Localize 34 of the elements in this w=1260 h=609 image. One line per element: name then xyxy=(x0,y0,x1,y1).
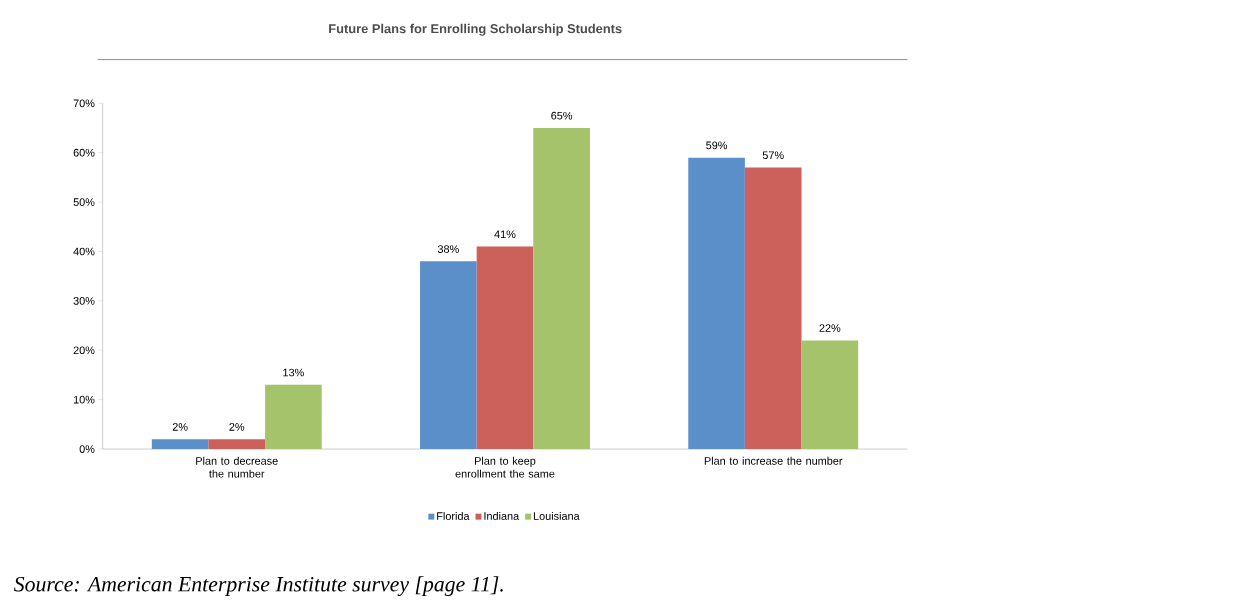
data-label: 2% xyxy=(172,423,188,431)
bar xyxy=(744,167,802,450)
bar xyxy=(420,261,477,450)
data-label: 2% xyxy=(229,423,245,431)
data-label: 65% xyxy=(551,111,573,120)
bar xyxy=(533,128,590,450)
bar xyxy=(801,340,859,450)
bar xyxy=(265,384,322,450)
data-label: 41% xyxy=(494,230,516,239)
data-label: 38% xyxy=(437,245,459,253)
bar xyxy=(151,439,209,450)
y-tick-label: 0% xyxy=(79,445,95,453)
y-tick-label: 30% xyxy=(73,297,95,305)
x-tick-label: Plan to increase the number xyxy=(704,456,843,465)
data-label: 59% xyxy=(706,141,728,150)
x-tick-label: Plan to keep enrollment the same xyxy=(455,456,555,478)
bar xyxy=(208,439,266,450)
y-tick-label: 60% xyxy=(73,148,95,157)
source-note: Source: American Enterprise Institute survey [page 11]. xyxy=(13,576,503,597)
legend-label: Indiana xyxy=(484,511,520,520)
data-label: 13% xyxy=(283,368,304,377)
y-tick-label: 20% xyxy=(73,346,95,355)
y-tick-label: 70% xyxy=(73,99,95,108)
y-tick-label: 10% xyxy=(73,395,95,404)
data-label: 57% xyxy=(762,151,784,160)
legend-label: Louisiana xyxy=(533,511,580,520)
data-label: 22% xyxy=(819,324,841,332)
x-tick-label: Plan to decrease the number xyxy=(196,456,278,478)
bar xyxy=(476,246,534,450)
bar xyxy=(688,157,745,450)
y-tick-label: 40% xyxy=(73,247,95,256)
y-tick-label: 50% xyxy=(73,198,95,206)
chart-title: Future Plans for Enrolling Scholarship Students xyxy=(329,23,622,36)
legend-label: Florida xyxy=(437,511,470,520)
